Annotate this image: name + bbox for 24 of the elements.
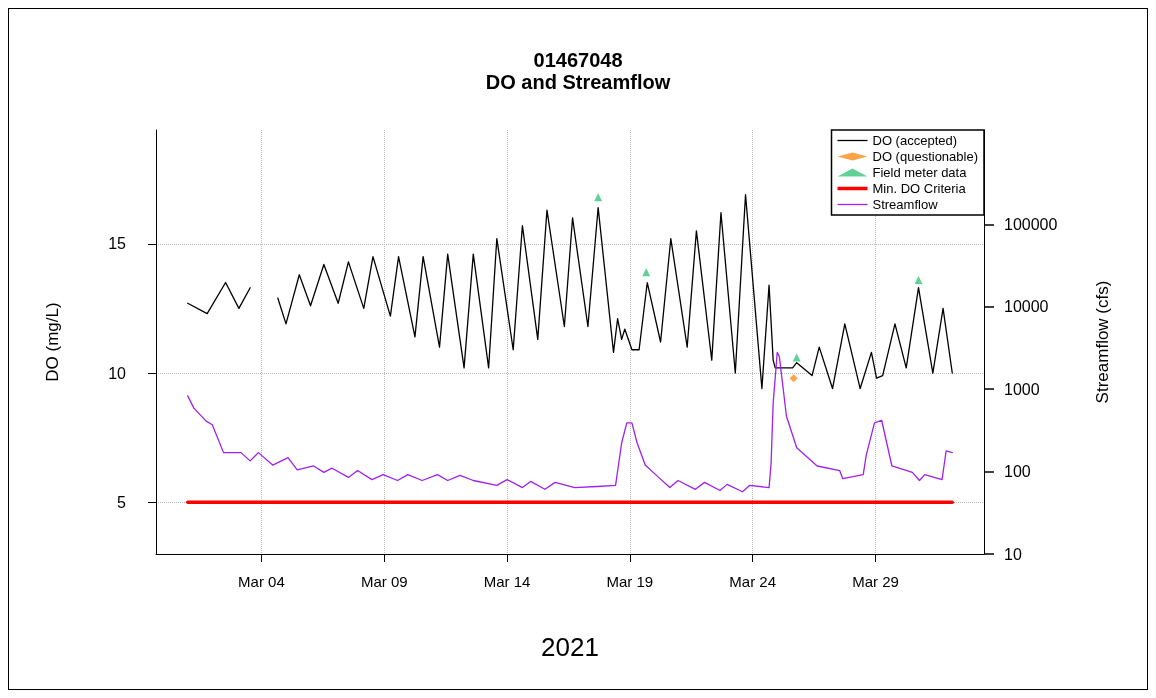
legend-label: DO (questionable) bbox=[872, 149, 978, 164]
x-tick-label: Mar 09 bbox=[360, 573, 408, 590]
y2-tick-label: 100 bbox=[1004, 463, 1031, 481]
y2-tick-label: 100000 bbox=[1004, 215, 1058, 233]
y2-tick-label: 10000 bbox=[1004, 298, 1049, 316]
x-axis-title: 2021 bbox=[541, 632, 599, 662]
x-tick-label: Mar 24 bbox=[729, 573, 777, 590]
x-tick-label: Mar 29 bbox=[852, 573, 899, 590]
x-tick-label: Mar 04 bbox=[238, 573, 285, 590]
legend-label: Min. DO Criteria bbox=[872, 181, 967, 196]
legend-label: Field meter data bbox=[872, 165, 968, 180]
x-tick-label: Mar 14 bbox=[483, 573, 531, 590]
legend-label: DO (accepted) bbox=[872, 133, 958, 148]
legend-label: Streamflow bbox=[872, 197, 939, 212]
chart-subtitle: DO and Streamflow bbox=[485, 71, 671, 93]
y-tick-label: 5 bbox=[117, 493, 127, 511]
y-tick-label: 15 bbox=[108, 235, 127, 253]
y2-tick-label: 1000 bbox=[1004, 380, 1040, 398]
y-tick-label: 10 bbox=[108, 364, 127, 382]
chart-title: 01467048 bbox=[533, 49, 623, 71]
x-tick-label: Mar 19 bbox=[606, 573, 654, 590]
y2-axis-title: Streamflow (cfs) bbox=[1093, 280, 1112, 404]
y-axis-title: DO (mg/L) bbox=[43, 302, 62, 382]
y2-tick-label: 10 bbox=[1004, 545, 1022, 563]
